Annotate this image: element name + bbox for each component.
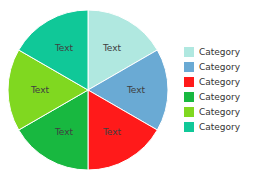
legend: Category Category Category Category Category…	[184, 47, 241, 132]
slice-label: Text	[30, 85, 50, 95]
legend-label: Category	[199, 62, 241, 72]
legend-swatch	[184, 92, 194, 102]
slice-label: Text	[102, 43, 122, 53]
legend-label: Category	[199, 107, 241, 117]
legend-swatch	[184, 107, 194, 117]
chart: TextTextTextTextTextTextCategoryCategory…	[0, 0, 279, 180]
legend-swatch	[184, 62, 194, 72]
legend-swatch	[184, 47, 194, 57]
legend-label: Category	[199, 77, 241, 87]
slice-labels: Text Text Text Text Text Text	[30, 43, 146, 136]
legend-label: Category	[199, 47, 241, 57]
slice-label: Text	[126, 85, 146, 95]
slice	[88, 90, 157, 170]
slice-label: Text	[54, 127, 74, 137]
slice	[19, 10, 88, 90]
slice-label: Text	[54, 43, 74, 53]
legend-label: Category	[199, 122, 241, 132]
legend-label: Category	[199, 92, 241, 102]
legend-swatch	[184, 77, 194, 87]
slice-label: Text	[102, 127, 122, 137]
legend-swatch	[184, 122, 194, 132]
pie	[8, 10, 168, 170]
